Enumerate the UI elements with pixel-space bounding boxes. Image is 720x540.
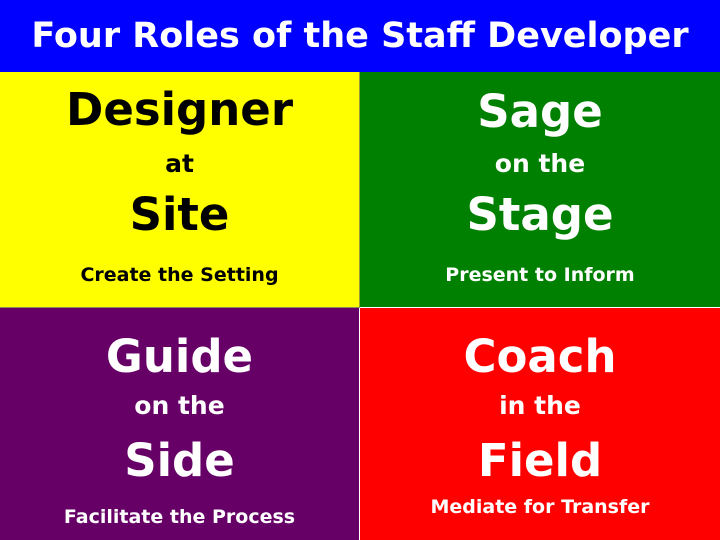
role-name: Designer [65,83,294,136]
role-connector: on the [134,391,225,420]
role-connector: at [165,149,194,178]
role-purpose: Present to Inform [445,264,635,286]
role-connector: on the [494,149,586,178]
role-connector: in the [499,391,581,420]
quadrant-guide: Guide on the Side Facilitate the Process [0,308,360,540]
role-purpose: Facilitate the Process [63,506,296,528]
slide-title: Four Roles of the Staff Developer [0,0,720,72]
role-purpose: Mediate for Transfer [430,496,650,518]
role-purpose: Create the Setting [80,264,279,286]
quadrant-designer: Designer at Site Create the Setting [0,72,360,308]
quadrant-coach: Coach in the Field Mediate for Transfer [360,308,720,540]
role-place: Field [477,434,603,487]
role-place: Side [124,434,235,487]
role-name: Coach [463,330,617,383]
role-place: Stage [466,188,614,241]
role-name: Sage [477,85,603,138]
quadrant-sage: Sage on the Stage Present to Inform [360,72,720,308]
role-name: Guide [105,330,254,383]
role-place: Site [129,188,230,241]
